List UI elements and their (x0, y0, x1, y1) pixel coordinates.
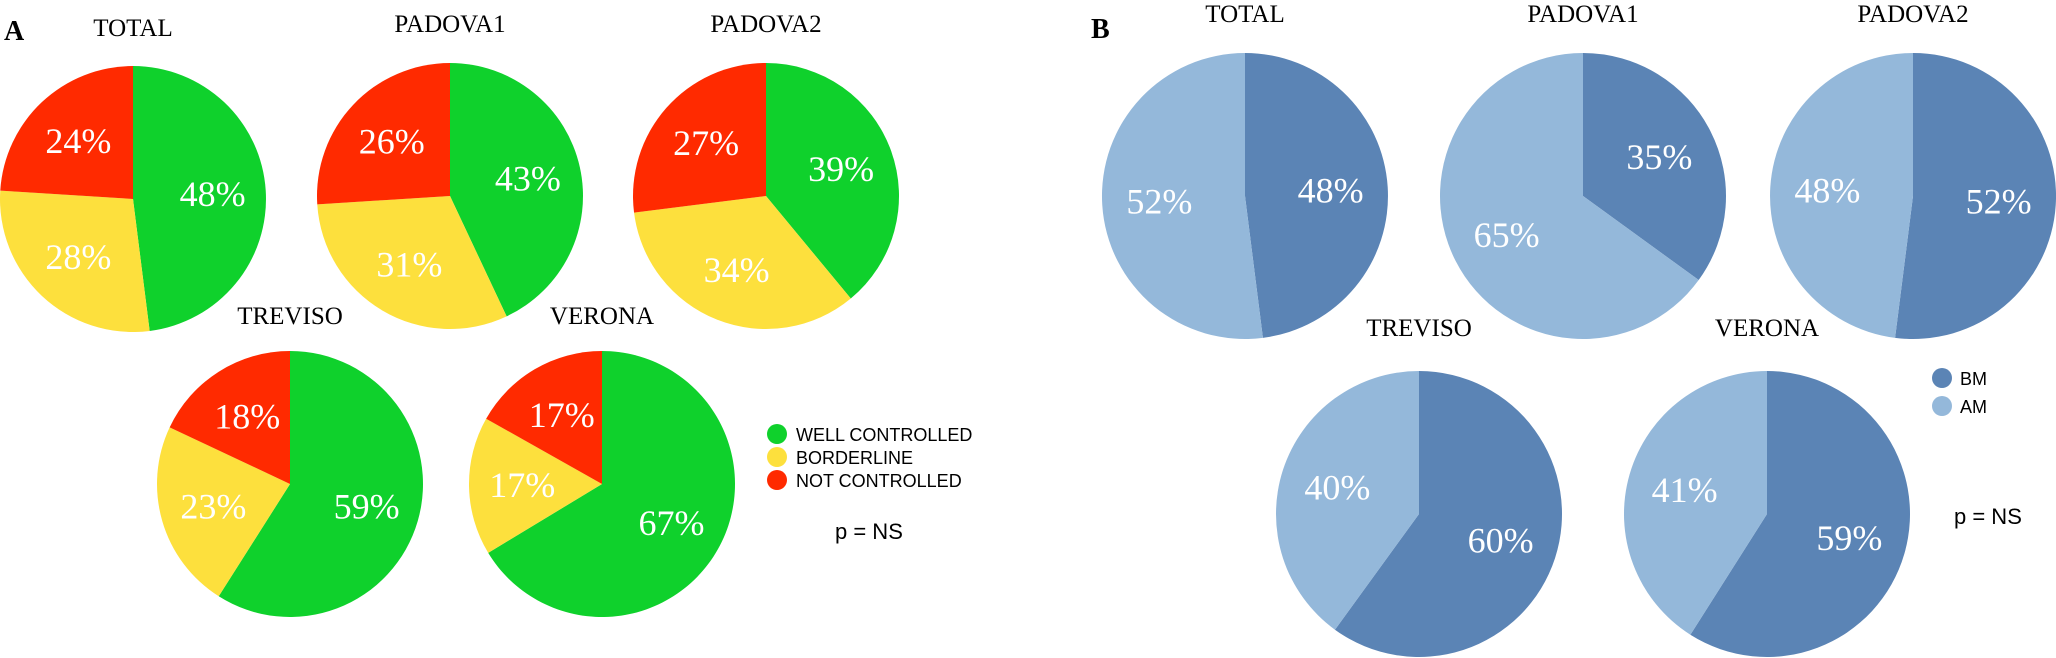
legend-label-am: AM (1960, 397, 1987, 417)
panel-a-p-value: p = NS (835, 519, 903, 544)
legend-swatch-not-controlled (767, 470, 787, 490)
pie-slice-label-bm: 48% (1298, 171, 1364, 211)
pie-title: VERONA (550, 303, 654, 330)
pie-total-a: TOTAL 48% 28% 24% (0, 15, 266, 332)
legend-swatch-am (1932, 396, 1952, 416)
pie-slice-not-controlled (486, 351, 602, 484)
pie-total-b: TOTAL 48% 52% (1101, 1, 1388, 339)
pie-slice-am (1770, 53, 1913, 338)
pie-slice-label-am: 52% (1126, 181, 1192, 221)
legend-swatch-bm (1932, 368, 1952, 388)
panel-a-legend: WELL CONTROLLED BORDERLINE NOT CONTROLLE… (767, 424, 972, 491)
panel-b-p-value: p = NS (1954, 504, 2022, 529)
pie-slice-label-not-controlled: 27% (673, 123, 739, 163)
pie-verona-a: VERONA 67% 17% 17% (469, 303, 736, 617)
pie-padova2-a: PADOVA2 39% 34% 27% (633, 11, 900, 330)
pie-padova1-a: PADOVA1 43% 31% 26% (316, 11, 583, 329)
legend-label-well-controlled: WELL CONTROLLED (796, 425, 972, 445)
panel-b-letter: B (1091, 14, 1110, 45)
pie-slice-well-controlled (488, 350, 736, 617)
pie-slice-label-borderline: 34% (704, 250, 770, 290)
legend-swatch-borderline (767, 447, 787, 467)
pie-title: VERONA (1715, 315, 1819, 342)
pie-slice-label-borderline: 23% (180, 486, 246, 526)
pie-slice-label-bm: 59% (1816, 518, 1882, 558)
panel-a-pies: TOTAL 48% 28% 24% PADOVA1 43% 31% 26% PADOVA2 39%… (0, 11, 900, 617)
panel-b-pies: TOTAL 48% 52% PADOVA1 35% 65% PADOVA2 52% 48% TRE… (1101, 1, 2056, 657)
pie-slice-borderline (634, 196, 851, 330)
pie-title: TREVISO (1366, 315, 1472, 342)
pie-slice-bm (1245, 53, 1388, 338)
legend-label-not-controlled: NOT CONTROLLED (796, 471, 962, 491)
pie-slice-label-well-controlled: 43% (495, 159, 561, 199)
pie-slice-not-controlled (0, 65, 134, 199)
pie-slice-not-controlled (633, 63, 766, 213)
pie-slice-borderline (0, 190, 150, 332)
panel-b: B TOTAL48%52%PADOVA135%65%PADOVA252%48%T… (1091, 1, 2056, 657)
pie-title: TREVISO (237, 303, 343, 330)
pie-padova2-b: PADOVA2 52% 48% (1770, 1, 2056, 339)
pie-slice-label-well-controlled: 48% (180, 174, 246, 214)
pie-slice-label-am: 40% (1304, 468, 1370, 508)
pie-treviso-a: TREVISO 59% 23% 18% (157, 303, 423, 617)
pie-slice-not-controlled (169, 351, 290, 484)
pie-slice-label-bm: 52% (1966, 181, 2032, 221)
pie-slice-label-bm: 60% (1468, 521, 1534, 561)
pie-slice-well-controlled (218, 351, 423, 617)
pie-slice-label-not-controlled: 24% (45, 121, 111, 161)
pie-title: PADOVA1 (394, 11, 505, 38)
panel-a-letter: A (4, 16, 25, 47)
panel-a: A TOTAL 48% 28% 24% PADOVA1 43% 31% 26% PADOVA2 3… (0, 11, 972, 617)
pie-slice-label-well-controlled: 39% (808, 149, 874, 189)
pie-slice-bm (1334, 370, 1563, 657)
pie-slice-borderline (317, 196, 507, 329)
pie-slice-am (1101, 53, 1263, 339)
pie-slice-borderline (157, 427, 290, 597)
pie-slice-label-borderline: 17% (489, 465, 555, 505)
pie-title: TOTAL (1205, 1, 1284, 28)
pie-title: PADOVA2 (710, 11, 821, 38)
pie-slice-well-controlled (450, 63, 583, 317)
pie-slice-borderline (469, 418, 602, 553)
pie-slice-well-controlled (766, 63, 900, 299)
panel-b-legend: BM AM (1932, 368, 1987, 417)
pie-slice-label-not-controlled: 26% (359, 121, 425, 161)
pie-title: TOTAL (93, 15, 172, 42)
pie-slice-label-borderline: 31% (376, 245, 442, 285)
pie-slice-bm (1690, 371, 1911, 657)
pie-slice-well-controlled (133, 66, 266, 331)
pie-slice-label-bm: 35% (1626, 137, 1692, 177)
pie-slice-bm (1895, 53, 2056, 339)
pie-slice-label-am: 65% (1474, 215, 1540, 255)
pie-verona-b: VERONA 59% 41% (1624, 315, 1911, 657)
legend-swatch-well-controlled (767, 424, 787, 444)
pie-slice-label-am: 41% (1652, 470, 1718, 510)
pie-slice-label-well-controlled: 67% (639, 503, 705, 543)
pie-slice-am (1439, 53, 1699, 339)
pie-slice-label-not-controlled: 17% (529, 395, 595, 435)
pie-treviso-b: TREVISO 60% 40% (1276, 315, 1563, 657)
pie-slice-label-well-controlled: 59% (334, 486, 400, 526)
legend-label-borderline: BORDERLINE (796, 448, 913, 468)
legend-label-bm: BM (1960, 369, 1987, 389)
pie-padova1-b: PADOVA1 35% 65% (1439, 1, 1726, 339)
pie-slice-not-controlled (316, 63, 450, 205)
pie-slice-bm (1583, 53, 1726, 281)
pie-slice-label-am: 48% (1794, 171, 1860, 211)
pie-title: PADOVA1 (1527, 1, 1638, 28)
pie-slice-am (1624, 371, 1767, 635)
pie-title: PADOVA2 (1857, 1, 1968, 28)
pie-slice-label-borderline: 28% (45, 237, 111, 277)
pie-slice-label-not-controlled: 18% (214, 397, 280, 437)
pie-slice-am (1276, 371, 1419, 630)
